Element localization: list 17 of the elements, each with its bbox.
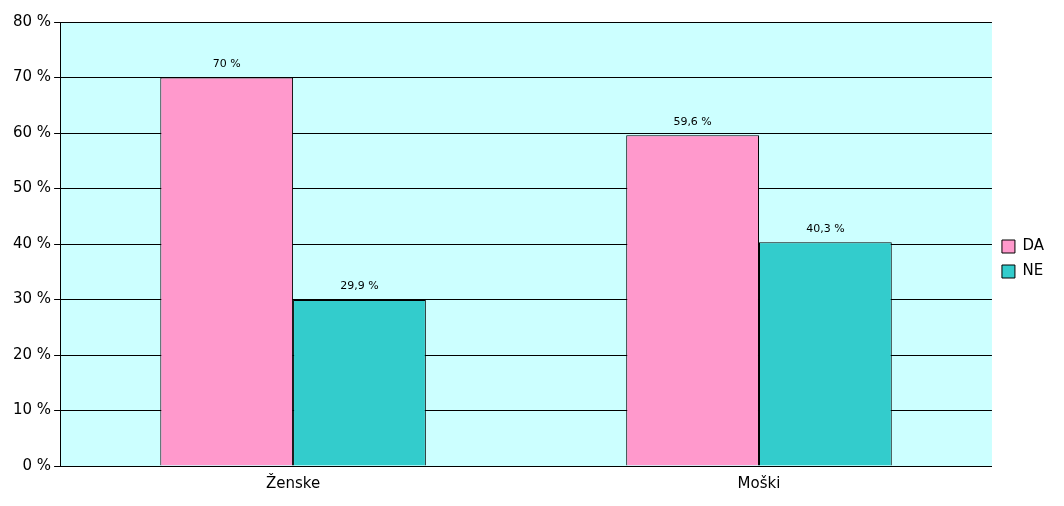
y-tick-label: 50 % [13, 178, 52, 197]
y-tick-label: 80 % [13, 11, 52, 30]
x-tick-label: Moški [737, 473, 781, 492]
y-tick-label: 20 % [13, 344, 52, 363]
x-tick-label: Ženske [265, 472, 321, 492]
y-tick-label: 0 % [22, 455, 52, 474]
y-tick-label: 10 % [13, 400, 52, 419]
y-tick-label: 40 % [13, 233, 52, 252]
data-label: 40,3 % [806, 221, 845, 235]
y-tick-label: 60 % [13, 122, 52, 141]
data-label: 70 % [212, 56, 241, 70]
y-tick-label: 30 % [13, 289, 52, 308]
data-label: 59,6 % [673, 114, 712, 128]
legend-label: NE [1022, 261, 1044, 280]
data-label: 29,9 % [340, 279, 379, 293]
y-tick-label: 70 % [13, 67, 52, 86]
legend-label: DA [1022, 236, 1045, 255]
